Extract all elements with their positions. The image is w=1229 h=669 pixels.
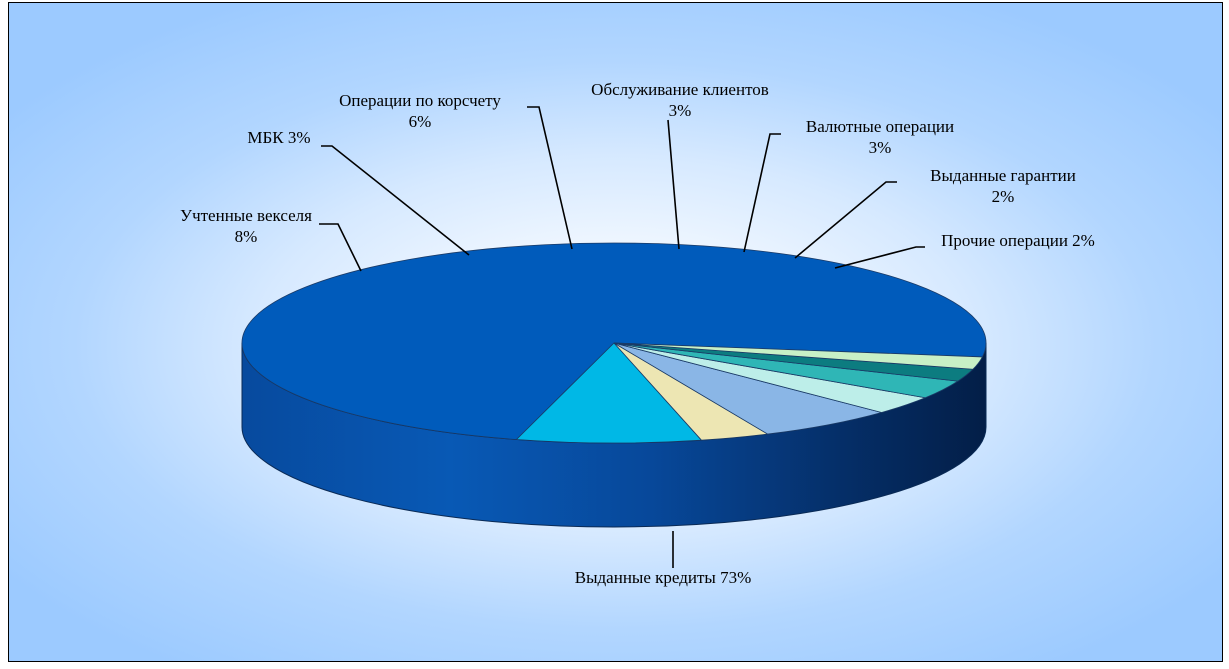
leader-line-6	[794, 181, 897, 259]
slice-label-0: Выданные кредиты 73%	[575, 568, 751, 587]
slice-label-5: Валютные операции 3%	[806, 117, 954, 157]
pie-chart: Выданные кредиты 73% Учтенные векселя 8% МБ…	[180, 80, 1095, 587]
slice-label-6: Выданные гарантии 2%	[930, 166, 1076, 206]
slice-label-7: Прочие операции 2%	[941, 231, 1095, 250]
chart-area: Выданные кредиты 73% Учтенные векселя 8% МБ…	[8, 2, 1223, 662]
leader-line-4	[667, 119, 680, 250]
slice-label-2: МБК 3%	[247, 128, 310, 147]
leader-line-2	[321, 145, 470, 256]
slice-label-4: Обслуживание клиентов 3%	[591, 80, 769, 120]
leader-line-5	[743, 133, 781, 253]
leader-line-3	[527, 106, 573, 250]
pie-slice-7	[613, 342, 984, 370]
pie-slice-1	[515, 342, 703, 444]
slice-label-3: Операции по корсчету 6%	[339, 91, 501, 131]
leader-line-1	[319, 223, 362, 272]
leader-line-7	[834, 246, 925, 269]
pie-slice-3	[613, 342, 884, 435]
pie-slice-0	[241, 242, 987, 440]
slice-label-1: Учтенные векселя 8%	[180, 206, 312, 246]
